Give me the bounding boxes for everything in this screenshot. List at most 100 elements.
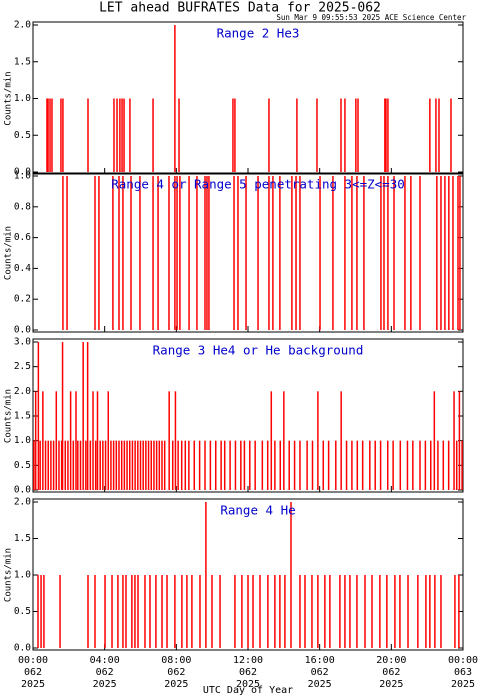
bar bbox=[39, 440, 41, 490]
bar bbox=[399, 575, 401, 648]
y-tick-label: 2.0 bbox=[14, 497, 31, 508]
bar bbox=[410, 176, 412, 330]
bar bbox=[111, 575, 113, 648]
y-tick-label: 1.0 bbox=[14, 570, 31, 581]
bar bbox=[137, 575, 139, 648]
bar bbox=[268, 176, 270, 330]
bar bbox=[425, 575, 427, 648]
bar bbox=[122, 176, 124, 330]
bar bbox=[139, 440, 142, 490]
bar bbox=[453, 391, 455, 490]
bar bbox=[104, 440, 107, 490]
bar bbox=[60, 98, 62, 172]
y-tick-label: 0.0 bbox=[14, 167, 31, 178]
bar bbox=[155, 575, 157, 648]
bar bbox=[58, 440, 60, 490]
x-tick-day: 062 bbox=[311, 667, 329, 678]
bar bbox=[404, 176, 406, 330]
bar bbox=[283, 391, 285, 490]
bar bbox=[62, 98, 64, 172]
bar bbox=[37, 575, 39, 648]
bar bbox=[438, 98, 440, 172]
bar bbox=[311, 575, 313, 648]
bar bbox=[351, 176, 353, 330]
bar bbox=[174, 391, 177, 490]
bar bbox=[371, 575, 373, 648]
bar bbox=[121, 98, 123, 172]
x-tick-label: 08:00 bbox=[161, 655, 191, 666]
bar bbox=[102, 440, 104, 490]
bar bbox=[112, 440, 115, 490]
bar bbox=[252, 575, 254, 648]
bar bbox=[304, 575, 306, 648]
x-tick-day: 062 bbox=[24, 667, 42, 678]
x-tick-label: 16:00 bbox=[305, 655, 335, 666]
bar bbox=[172, 440, 174, 490]
bar bbox=[107, 391, 109, 490]
bar bbox=[386, 575, 388, 648]
bar bbox=[49, 98, 51, 172]
y-tick-label: 0.2 bbox=[14, 294, 31, 305]
bar bbox=[245, 176, 247, 330]
bar bbox=[385, 98, 387, 172]
x-tick-year: 2025 bbox=[379, 679, 403, 690]
bar bbox=[268, 98, 270, 172]
bar bbox=[392, 440, 394, 490]
bar bbox=[361, 440, 364, 490]
bar bbox=[364, 575, 366, 648]
bar bbox=[66, 176, 68, 330]
bar bbox=[155, 440, 158, 490]
bar bbox=[457, 176, 459, 330]
bar bbox=[174, 25, 176, 172]
bar bbox=[406, 440, 409, 490]
bar bbox=[115, 440, 118, 490]
x-tick-label: 04:00 bbox=[90, 655, 120, 666]
bar bbox=[204, 176, 206, 330]
bar bbox=[168, 391, 170, 490]
bar bbox=[123, 440, 126, 490]
y-tick-label: 0.4 bbox=[14, 263, 31, 274]
bar bbox=[163, 440, 166, 490]
bar bbox=[34, 391, 37, 490]
bar bbox=[436, 176, 438, 330]
x-tick-day: 062 bbox=[382, 667, 400, 678]
bar bbox=[345, 440, 348, 490]
x-tick-year: 2025 bbox=[164, 679, 188, 690]
bar bbox=[118, 176, 120, 330]
bar bbox=[131, 440, 134, 490]
bar bbox=[94, 176, 96, 330]
panel-title: Range 4 He bbox=[220, 503, 295, 518]
bar bbox=[87, 98, 89, 172]
bar bbox=[178, 98, 180, 172]
bar bbox=[272, 176, 274, 330]
panel-title: Range 4 or Range 5 penetrating 3<=Z<=30 bbox=[111, 177, 405, 192]
bar bbox=[394, 575, 396, 648]
bar bbox=[89, 440, 92, 490]
bar bbox=[47, 440, 49, 490]
bar bbox=[129, 440, 131, 490]
bar bbox=[87, 575, 89, 648]
bar bbox=[168, 176, 170, 330]
y-tick-label: 0.0 bbox=[14, 643, 31, 654]
bar bbox=[157, 176, 159, 330]
bar bbox=[43, 575, 45, 648]
bar bbox=[113, 98, 115, 172]
bar bbox=[291, 176, 293, 330]
bar bbox=[161, 575, 163, 648]
bar bbox=[356, 440, 359, 490]
bar bbox=[180, 440, 183, 490]
bar bbox=[199, 575, 201, 648]
chart-title: LET ahead BUFRATES Data for 2025-062 bbox=[99, 1, 381, 16]
bar bbox=[270, 391, 273, 490]
bar bbox=[399, 440, 402, 490]
bar bbox=[176, 176, 178, 330]
bar bbox=[447, 440, 450, 490]
x-tick-day: 063 bbox=[454, 667, 472, 678]
bar bbox=[419, 440, 421, 490]
bar bbox=[261, 440, 264, 490]
bar bbox=[332, 176, 334, 330]
y-tick-label: 1.0 bbox=[14, 171, 31, 182]
bar bbox=[266, 440, 269, 490]
bar bbox=[374, 440, 376, 490]
